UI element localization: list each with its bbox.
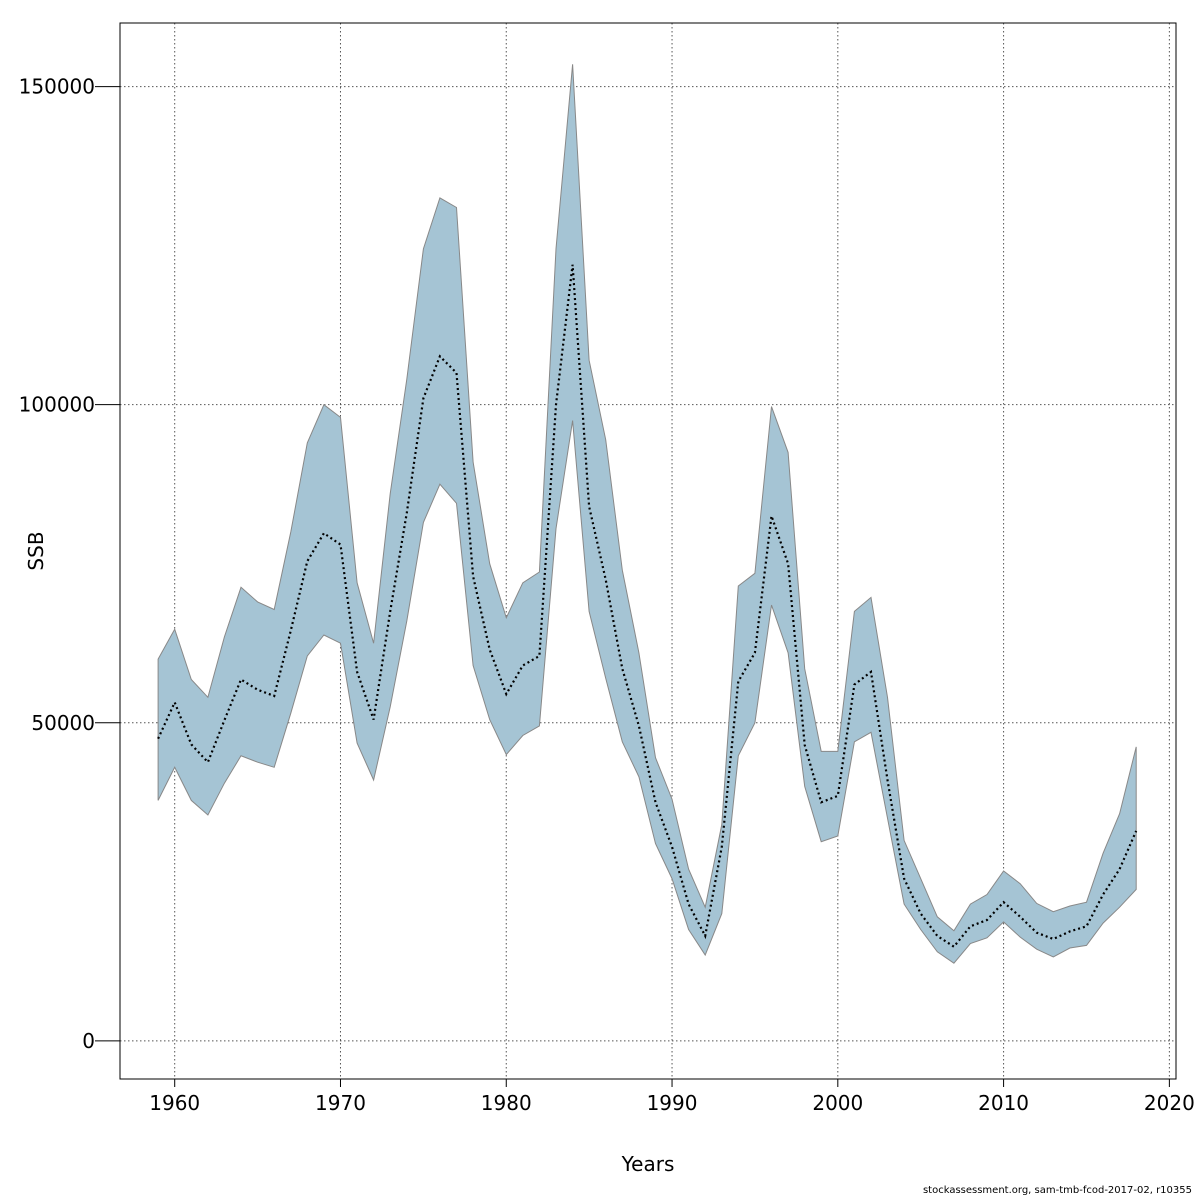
- y-tick-label: 0: [82, 1029, 95, 1053]
- x-axis: 1960 1970 1980 1990 2000 2010 2020: [149, 1079, 1195, 1115]
- x-tick-label: 1980: [481, 1091, 532, 1115]
- footer-credit: stockassessment.org, sam-tmb-fcod-2017-0…: [922, 1185, 1192, 1196]
- y-tick-label: 50000: [31, 711, 95, 735]
- x-tick-label: 1990: [647, 1091, 698, 1115]
- x-tick-label: 2000: [812, 1091, 863, 1115]
- x-tick-label: 1960: [149, 1091, 200, 1115]
- x-tick-label: 2010: [978, 1091, 1029, 1115]
- x-tick-label: 1970: [315, 1091, 366, 1115]
- y-axis-title: SSB: [24, 531, 48, 570]
- x-tick-label: 2020: [1144, 1091, 1195, 1115]
- ssb-estimate-line: [157, 264, 1138, 949]
- y-axis: 0 50000 100000 150000: [19, 75, 120, 1053]
- confidence-band: [157, 64, 1137, 964]
- x-axis-title: Years: [621, 1152, 675, 1176]
- y-tick-label: 150000: [19, 75, 95, 99]
- plot-frame: [119, 22, 1177, 1080]
- y-tick-label: 100000: [19, 393, 95, 417]
